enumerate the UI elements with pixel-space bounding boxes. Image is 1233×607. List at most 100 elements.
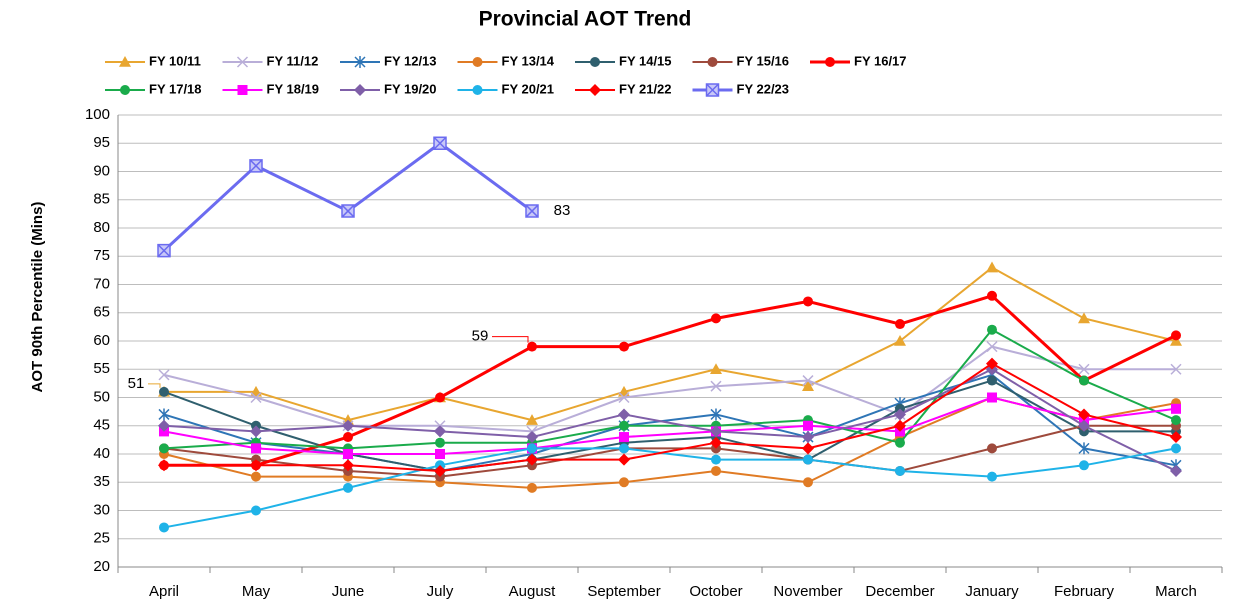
x-tick-label: May: [242, 583, 271, 600]
marker: [159, 443, 169, 454]
data-label: 59: [472, 328, 489, 345]
marker: [157, 243, 171, 258]
leader-line: [148, 383, 161, 388]
marker: [343, 482, 353, 493]
series-line: [163, 447, 1177, 529]
legend-label: FY 10/11: [149, 53, 201, 68]
y-tick-label: 25: [93, 530, 110, 547]
x-tick-label: February: [1054, 583, 1115, 600]
marker: [1171, 330, 1181, 341]
series: [159, 290, 1181, 471]
marker: [237, 85, 248, 95]
y-tick-label: 40: [93, 445, 110, 462]
marker: [825, 57, 835, 67]
series-line: [164, 362, 1177, 472]
legend-label: FY 15/16: [737, 53, 790, 68]
series-line: [163, 396, 1177, 455]
leader-line: [492, 336, 529, 343]
y-tick-label: 75: [93, 247, 110, 264]
marker: [236, 56, 249, 68]
marker: [1170, 464, 1182, 477]
marker: [120, 85, 130, 95]
legend-label: FY 18/19: [267, 81, 320, 96]
marker: [619, 477, 629, 488]
y-tick-label: 30: [93, 501, 110, 518]
series-line: [163, 345, 1176, 433]
marker: [619, 341, 629, 352]
x-tick-label: June: [332, 583, 365, 600]
marker: [711, 465, 721, 476]
legend-label: FY 14/15: [619, 53, 672, 68]
series: [159, 443, 1181, 533]
marker: [250, 425, 262, 438]
series-line: [164, 266, 1177, 422]
marker: [250, 459, 262, 472]
y-tick-label: 100: [85, 106, 110, 123]
marker: [354, 84, 366, 96]
x-tick-label: September: [587, 583, 660, 600]
marker: [802, 380, 814, 391]
marker: [987, 443, 997, 454]
marker: [472, 85, 483, 95]
marker: [619, 420, 629, 431]
marker: [249, 159, 263, 173]
y-tick-label: 90: [93, 162, 110, 179]
y-tick-label: 65: [93, 304, 110, 321]
marker: [158, 369, 170, 381]
marker: [802, 442, 814, 455]
data-label: 51: [128, 375, 145, 392]
x-tick-label: April: [149, 583, 179, 600]
marker: [705, 83, 720, 97]
x-tick-label: January: [965, 583, 1019, 600]
marker: [250, 391, 262, 404]
marker: [342, 459, 354, 472]
series-line: [164, 294, 1177, 467]
marker: [159, 386, 169, 397]
marker: [710, 363, 722, 375]
marker: [526, 431, 538, 444]
series-line: [163, 379, 1176, 472]
y-tick-label: 35: [93, 473, 110, 490]
marker: [343, 432, 353, 443]
y-tick-label: 50: [93, 388, 110, 405]
legend-label: FY 16/17: [854, 53, 907, 68]
marker: [526, 453, 538, 466]
marker: [1171, 403, 1181, 414]
marker: [618, 453, 630, 466]
x-tick-label: March: [1155, 583, 1197, 600]
marker: [158, 408, 170, 421]
marker: [1078, 442, 1090, 455]
marker: [526, 414, 538, 425]
y-tick-label: 60: [93, 332, 110, 349]
marker: [619, 443, 629, 454]
y-tick-label: 95: [93, 134, 110, 151]
legend-label: FY 22/23: [737, 81, 790, 96]
marker: [987, 324, 997, 335]
marker: [1078, 312, 1090, 324]
legend-label: FY 21/22: [619, 81, 672, 96]
marker: [1170, 431, 1182, 444]
marker: [1171, 415, 1181, 426]
series-line: [163, 424, 1176, 478]
marker: [435, 392, 445, 403]
marker: [618, 391, 630, 404]
marker: [894, 335, 906, 346]
marker: [434, 464, 446, 477]
marker: [159, 522, 169, 533]
marker: [895, 319, 905, 330]
marker: [619, 432, 629, 443]
marker: [1170, 363, 1182, 375]
data-label: 83: [554, 202, 571, 219]
marker: [527, 443, 537, 454]
y-axis-title: AOT 90th Percentile (Mins): [29, 202, 46, 393]
y-tick-label: 70: [93, 275, 110, 292]
legend-label: FY 20/21: [502, 81, 555, 96]
marker: [435, 437, 445, 448]
marker: [158, 459, 170, 472]
marker: [251, 443, 261, 454]
marker: [803, 420, 813, 431]
marker: [707, 57, 718, 67]
y-tick-label: 45: [93, 417, 110, 434]
marker: [1078, 419, 1090, 432]
marker: [987, 290, 997, 301]
